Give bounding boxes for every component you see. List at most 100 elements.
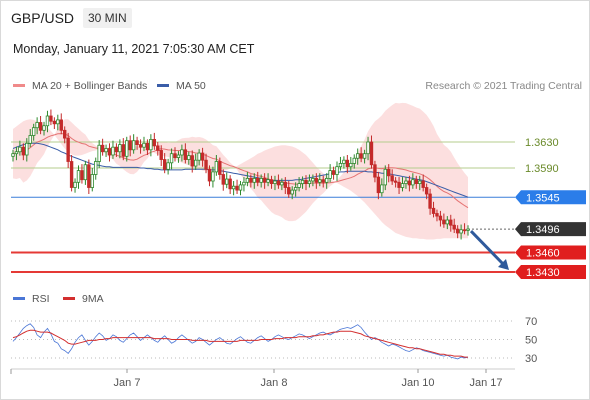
candle-body xyxy=(400,183,405,188)
candle xyxy=(90,168,94,192)
rsi-tick-30: 30 xyxy=(525,353,537,365)
candle xyxy=(387,164,391,183)
candle xyxy=(162,153,167,174)
candle xyxy=(180,144,184,162)
candle-body xyxy=(59,119,63,131)
legend-label-rsi: RSI xyxy=(32,293,50,305)
candle-body xyxy=(259,177,263,183)
candle-body xyxy=(373,164,377,178)
candle-body xyxy=(342,159,346,164)
candle-body xyxy=(11,153,15,157)
level-tag-1-3545: 1.3545 xyxy=(515,190,586,205)
candle xyxy=(462,223,467,235)
candle xyxy=(211,166,215,188)
candle-body xyxy=(280,181,284,186)
candle-body xyxy=(156,145,160,151)
legend-label-ma50: MA 50 xyxy=(176,80,206,92)
candle xyxy=(297,177,301,192)
time-axis: Jan 7 Jan 8 Jan 10 Jan 17 xyxy=(10,368,515,389)
candle-body xyxy=(28,135,32,144)
candle xyxy=(262,173,267,189)
legend-ma20-bb: MA 20 + Bollinger Bands xyxy=(13,80,147,92)
price-levels xyxy=(11,141,515,273)
candle xyxy=(411,173,415,189)
candle-body xyxy=(459,229,463,234)
candle-body xyxy=(218,161,222,175)
candle xyxy=(335,161,339,181)
level-tag-shape xyxy=(515,190,586,205)
candle xyxy=(442,213,446,228)
candle-body xyxy=(442,219,446,225)
candle xyxy=(400,177,405,192)
candle-body xyxy=(231,185,236,190)
candle-body xyxy=(245,177,250,183)
candle-body xyxy=(414,179,418,184)
candle xyxy=(418,175,422,191)
candle xyxy=(311,174,315,187)
candle xyxy=(342,156,346,169)
candle xyxy=(245,171,250,187)
candle xyxy=(238,181,243,196)
forecast-arrow-shaft xyxy=(469,230,507,268)
candle xyxy=(76,165,81,189)
candle xyxy=(359,147,363,163)
candle xyxy=(49,109,53,126)
candle-body xyxy=(114,146,119,153)
level-tags: 1.3630 1.3590 1.3545 1.3496 1.3460 1.3430 xyxy=(515,137,586,279)
candle-body xyxy=(428,193,432,209)
candle-body xyxy=(435,213,439,217)
timeframe-badge[interactable]: 30 MIN xyxy=(83,8,132,28)
legend-swatch-rsi-ma xyxy=(63,296,75,300)
candle xyxy=(107,143,112,162)
candle xyxy=(173,147,177,162)
candle xyxy=(366,136,370,161)
candle xyxy=(266,173,270,187)
candle xyxy=(466,225,470,236)
candle-body xyxy=(42,125,46,131)
candle-body xyxy=(311,177,315,182)
level-label: 1.3460 xyxy=(526,248,560,260)
candle-body xyxy=(362,153,367,159)
candle xyxy=(256,171,260,187)
candle-body xyxy=(359,153,363,159)
candle xyxy=(45,110,50,133)
candle-body xyxy=(80,170,84,181)
candle xyxy=(63,126,67,144)
candle-body xyxy=(421,180,425,188)
level-tag-1-3630: 1.3630 xyxy=(525,137,559,149)
candle-body xyxy=(63,129,67,139)
candle xyxy=(318,173,322,187)
candle-body xyxy=(104,148,108,153)
candle-body xyxy=(204,159,208,170)
candle-body xyxy=(197,152,201,161)
instrument-title: GBP/USD xyxy=(11,10,75,26)
candle xyxy=(100,138,105,156)
candle xyxy=(149,134,153,157)
candle-body xyxy=(125,140,129,157)
candle xyxy=(121,138,126,161)
candle xyxy=(83,160,88,185)
candle-body xyxy=(304,179,308,185)
candle-body xyxy=(200,152,205,161)
candle xyxy=(231,181,236,196)
candle xyxy=(21,143,26,161)
candle-body xyxy=(314,177,319,183)
level-label: 1.3430 xyxy=(526,267,560,279)
candle xyxy=(221,169,225,191)
candle-body xyxy=(76,170,81,183)
candle-body xyxy=(21,146,26,156)
candle xyxy=(138,139,143,154)
candle-body xyxy=(297,183,301,188)
candle-body xyxy=(318,179,322,183)
x-tick-label: Jan 7 xyxy=(114,377,141,389)
candle-body xyxy=(266,179,270,183)
candle xyxy=(307,174,312,188)
candle-body xyxy=(90,174,94,188)
candle-body xyxy=(149,138,153,151)
candle-body xyxy=(387,168,391,177)
level-label: 1.3545 xyxy=(526,192,560,204)
candle-body xyxy=(111,146,115,156)
legend-swatch-ma20 xyxy=(13,83,25,87)
rsi-line xyxy=(12,323,469,360)
candle-body xyxy=(283,181,288,188)
